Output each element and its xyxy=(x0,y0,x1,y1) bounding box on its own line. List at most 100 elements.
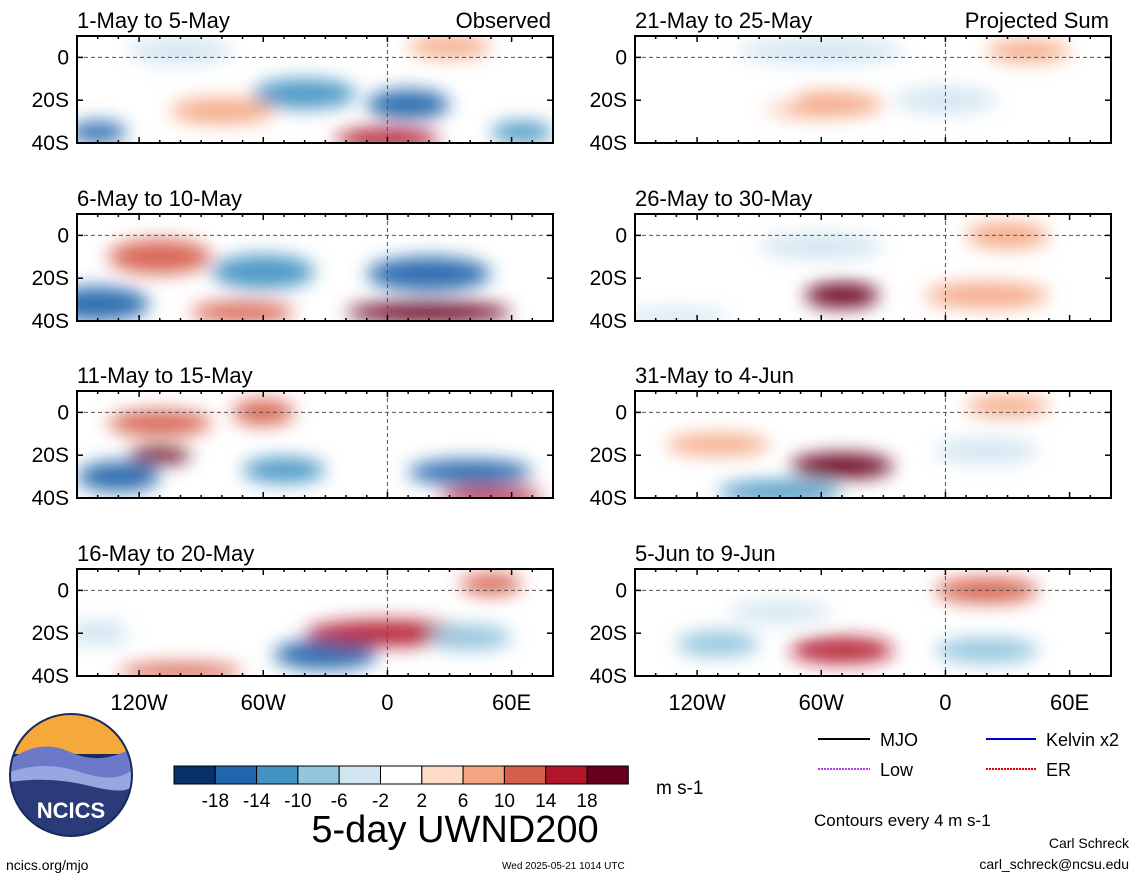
y-tick-label: 40S xyxy=(590,132,627,155)
anomaly-blob xyxy=(77,620,129,647)
y-tick-label: 0 xyxy=(615,579,627,602)
anomaly-blob xyxy=(676,83,801,109)
anomaly-blob xyxy=(717,480,842,498)
y-tick-label: 40S xyxy=(32,310,69,333)
anomaly-blob xyxy=(408,459,533,486)
anomaly-blob xyxy=(118,663,243,676)
y-tick-label: 0 xyxy=(615,401,627,424)
anomaly-blob xyxy=(128,38,233,64)
anomaly-blob xyxy=(804,282,880,309)
map-panel: 0 20S 40S 1-May to 5-May Observed xyxy=(32,8,554,155)
colorbar-swatch xyxy=(503,765,547,785)
anomaly-blob xyxy=(428,624,512,651)
anomaly-blob xyxy=(935,438,1039,464)
anomaly-field xyxy=(77,399,543,498)
panel-title: 26-May to 30-May xyxy=(635,186,812,211)
panel-grid: 0 20S 40S 1-May to 5-May Observed 0 20S 40S 6-Ma… xyxy=(32,8,1112,715)
colorbar-swatch xyxy=(214,765,258,785)
y-tick-label: 40S xyxy=(590,310,627,333)
map-panel: 0 20S 40S 11-May to 15-May xyxy=(32,363,554,510)
contour-note: Contours every 4 m s-1 xyxy=(814,811,991,830)
anomaly-blob xyxy=(676,631,760,657)
colorbar-swatch xyxy=(256,765,299,785)
colorbar: -18 -14 -10 -6 -2 2 6 10 14 18 xyxy=(173,765,629,812)
logo-text: NCICS xyxy=(37,798,105,823)
anomaly-blob xyxy=(459,573,522,595)
panel-frame xyxy=(634,390,1112,499)
panel-frame xyxy=(634,35,1112,144)
anomaly-blob xyxy=(190,301,295,321)
panel-frame xyxy=(634,568,1112,677)
ncics-logo: NCICS xyxy=(9,713,133,837)
anomaly-blob xyxy=(439,487,543,498)
x-tick-label: 60W xyxy=(241,690,286,715)
anomaly-blob xyxy=(77,461,160,492)
y-tick-label: 0 xyxy=(57,579,69,602)
anomaly-blob xyxy=(666,433,770,456)
colorbar-label: -6 xyxy=(331,791,348,812)
map-panel: 0 20S 40S 21-May to 25-May Projected Sum xyxy=(590,8,1112,155)
y-tick-label: 20S xyxy=(590,89,627,112)
author: Carl Schreck xyxy=(1049,835,1130,851)
anomaly-blob xyxy=(490,121,553,143)
panel-title: 5-Jun to 9-Jun xyxy=(635,541,776,566)
colorbar-label: -14 xyxy=(243,791,271,812)
anomaly-blob xyxy=(924,282,1049,309)
figure-title: 5-day UWND200 xyxy=(311,809,598,851)
x-tick-label: 0 xyxy=(381,690,393,715)
x-tick-label: 120W xyxy=(110,690,168,715)
colorbar-label: 2 xyxy=(417,791,428,812)
anomaly-field xyxy=(77,36,553,143)
panel-title: 21-May to 25-May xyxy=(635,8,812,33)
colorbar-swatch xyxy=(173,765,216,785)
anomaly-blob xyxy=(211,254,315,289)
y-tick-label: 20S xyxy=(32,444,69,467)
anomaly-blob xyxy=(108,410,212,436)
y-tick-label: 20S xyxy=(590,267,627,290)
panel-title: 16-May to 20-May xyxy=(77,541,254,566)
colorbar-swatch xyxy=(380,765,423,785)
anomaly-blob xyxy=(128,446,191,464)
author-email: carl_schreck@ncsu.edu xyxy=(979,856,1129,872)
panel-title: 31-May to 4-Jun xyxy=(635,363,794,388)
legend-er-label: ER xyxy=(1046,760,1071,780)
anomaly-blob xyxy=(635,308,729,321)
panel-title: 1-May to 5-May xyxy=(77,8,230,33)
colorbar-swatch xyxy=(586,765,629,785)
colorbar-swatch xyxy=(545,765,588,785)
y-tick-label: 40S xyxy=(32,132,69,155)
y-tick-label: 0 xyxy=(615,224,627,247)
panel-frame xyxy=(76,213,554,322)
x-tick-label: 60E xyxy=(1050,690,1089,715)
anomaly-field xyxy=(666,395,1049,498)
y-tick-label: 40S xyxy=(590,487,627,510)
anomaly-blob xyxy=(966,395,1049,417)
colorbar-swatch xyxy=(297,765,340,785)
y-tick-label: 20S xyxy=(32,267,69,290)
map-panel: 0 20S 40S 31-May to 4-Jun xyxy=(590,363,1112,510)
map-panel: 0 20S 40S 6-May to 10-May xyxy=(32,186,554,333)
colorbar-units: m s-1 xyxy=(656,778,704,799)
y-tick-label: 20S xyxy=(32,89,69,112)
map-panel: 0 20S 40S 26-May to 30-May xyxy=(590,186,1112,333)
colorbar-label: -2 xyxy=(372,791,389,812)
anomaly-field xyxy=(676,577,1039,664)
y-tick-label: 40S xyxy=(32,665,69,688)
map-panel: 0 20S 40S 5-Jun to 9-Jun 120W 60W 0 60E xyxy=(590,541,1112,715)
map-panel: 0 20S 40S 16-May to 20-May 120W 60W 0 60E xyxy=(32,541,554,715)
legend-mjo-label: MJO xyxy=(880,730,918,750)
panel-title: 6-May to 10-May xyxy=(77,186,242,211)
y-tick-label: 20S xyxy=(590,444,627,467)
colorbar-label: 14 xyxy=(535,791,557,812)
colorbar-swatch xyxy=(421,765,464,785)
x-tick-label: 60W xyxy=(799,690,844,715)
panel-tag: Projected Sum xyxy=(965,8,1109,33)
anomaly-blob xyxy=(986,40,1070,62)
anomaly-blob xyxy=(232,399,295,426)
anomaly-blob xyxy=(170,98,274,124)
panel-tag: Observed xyxy=(456,8,551,33)
colorbar-label: -18 xyxy=(202,791,229,812)
legend-low-label: Low xyxy=(880,760,914,780)
site-url: ncics.org/mjo xyxy=(6,857,89,873)
